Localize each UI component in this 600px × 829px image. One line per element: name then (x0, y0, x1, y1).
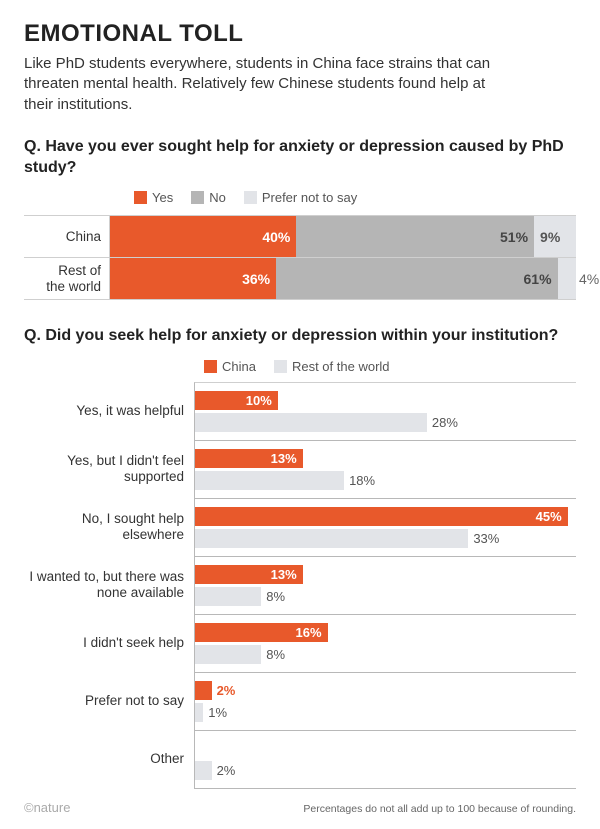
chart2-bar-rest: 1% (195, 703, 576, 722)
chart1-legend: Yes No Prefer not to say (134, 190, 576, 205)
chart1-row-label: China (24, 216, 110, 257)
chart1-segment: 61% (276, 258, 557, 299)
chart2-bar-fill (195, 645, 261, 664)
chart2-bar-value: 8% (266, 589, 285, 604)
chart2-row-label: I didn't seek help (24, 614, 194, 672)
chart1-row: Rest ofthe world 36% 61% 4% (24, 258, 576, 300)
legend-swatch (191, 191, 204, 204)
chart2-bar-fill: 45% (195, 507, 568, 526)
chart1-segment-value: 36% (242, 271, 270, 287)
chart2-group: 13%8% (195, 557, 576, 615)
chart1-segment: 4% (558, 258, 576, 299)
chart1-segment-value: 51% (500, 229, 528, 245)
chart2-bar-rest: 28% (195, 413, 576, 432)
chart2-row-label: No, I sought help elsewhere (24, 498, 194, 556)
chart2-bar-fill: 13% (195, 565, 303, 584)
chart2-bar-rest: 33% (195, 529, 576, 548)
legend-swatch (204, 360, 217, 373)
chart2-row-label: I wanted to, but there was none availabl… (24, 556, 194, 614)
chart2-group: 2%1% (195, 673, 576, 731)
chart2-bar-china: 13% (195, 449, 576, 468)
legend-item: China (204, 359, 256, 374)
chart2-bar-china: 13% (195, 565, 576, 584)
chart2-group: 2% (195, 731, 576, 789)
chart2-bar-fill (195, 413, 427, 432)
chart1-row: China 40% 51% 9% (24, 216, 576, 258)
legend-swatch (244, 191, 257, 204)
legend-item: No (191, 190, 226, 205)
copyright: ©nature (24, 800, 70, 815)
chart1-segment-value: 4% (579, 271, 599, 287)
chart1-segment-value: 9% (540, 229, 560, 245)
chart2-bar-fill: 10% (195, 391, 278, 410)
chart2-bar-rest: 8% (195, 645, 576, 664)
chart2-bar-fill: 16% (195, 623, 328, 642)
chart2-bar-fill (195, 761, 212, 780)
chart2-bar-value: 2% (217, 763, 236, 778)
chart2-bar-value: 33% (473, 531, 499, 546)
chart2-bar-value: 8% (266, 647, 285, 662)
chart2-bar-china: 2% (195, 681, 576, 700)
chart2-row-label: Other (24, 730, 194, 788)
subtitle: Like PhD students everywhere, students i… (24, 54, 504, 115)
chart2-group: 10% 28% (195, 383, 576, 441)
chart2-bar-china: 16% (195, 623, 576, 642)
legend-swatch (134, 191, 147, 204)
page-title: EMOTIONAL TOLL (24, 20, 576, 48)
legend-item: Yes (134, 190, 173, 205)
chart2-group: 45%33% (195, 499, 576, 557)
chart1: China 40% 51% 9% Rest ofthe world 36% 61% 4% (24, 215, 576, 300)
chart2-bar-rest: 18% (195, 471, 576, 490)
chart2-bar-fill (195, 587, 261, 606)
chart1-segment: 36% (110, 258, 276, 299)
legend-item: Prefer not to say (244, 190, 357, 205)
chart1-segment: 51% (296, 216, 534, 257)
chart1-row-label: Rest ofthe world (24, 258, 110, 299)
legend-swatch (274, 360, 287, 373)
chart2-bar-rest: 2% (195, 761, 576, 780)
chart2-legend: China Rest of the world (204, 359, 576, 374)
chart2-bar-fill (195, 703, 203, 722)
chart2-group: 16%8% (195, 615, 576, 673)
chart1-segment-value: 40% (262, 229, 290, 245)
chart2: Yes, it was helpfulYes, but I didn't fee… (24, 382, 576, 789)
chart2-bar-rest: 8% (195, 587, 576, 606)
chart1-segment-value: 61% (524, 271, 552, 287)
chart1-bar: 40% 51% 9% (110, 216, 576, 257)
chart2-row-label: Yes, it was helpful (24, 382, 194, 440)
chart2-row-label: Yes, but I didn't feel supported (24, 440, 194, 498)
chart2-bar-value: 18% (349, 473, 375, 488)
chart2-bar-value: 1% (208, 705, 227, 720)
chart2-bar-china: 45% (195, 507, 576, 526)
chart2-bar-fill (195, 681, 212, 700)
chart1-bar: 36% 61% 4% (110, 258, 576, 299)
chart2-bar-china (195, 739, 576, 758)
legend-item: Rest of the world (274, 359, 390, 374)
chart2-bar-fill (195, 529, 468, 548)
chart2-bar-value: 28% (432, 415, 458, 430)
chart1-question: Q. Have you ever sought help for anxiety… (24, 137, 576, 179)
footnote: Percentages do not all add up to 100 bec… (303, 803, 576, 817)
chart2-bar-fill: 13% (195, 449, 303, 468)
chart1-segment: 40% (110, 216, 296, 257)
chart1-segment: 9% (534, 216, 576, 257)
chart2-row-label: Prefer not to say (24, 672, 194, 730)
chart2-bar-china: 10% (195, 391, 576, 410)
chart2-question: Q. Did you seek help for anxiety or depr… (24, 326, 576, 347)
chart2-group: 13% 18% (195, 441, 576, 499)
chart2-bar-fill (195, 471, 344, 490)
